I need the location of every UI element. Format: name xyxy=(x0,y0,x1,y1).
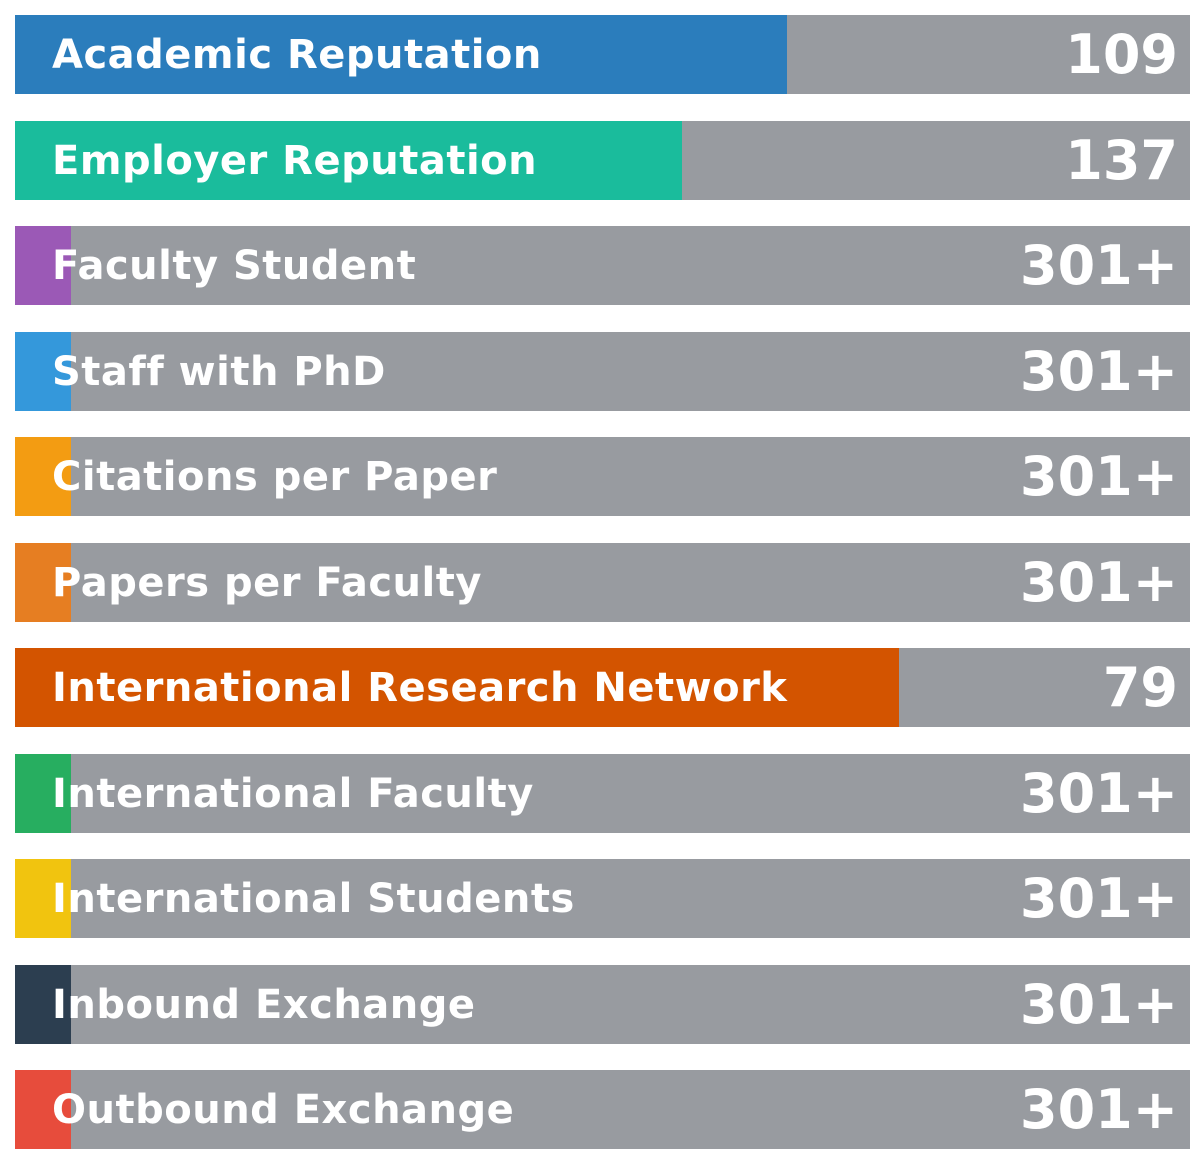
bar-label: Inbound Exchange xyxy=(52,981,476,1028)
bar-fill xyxy=(15,648,899,727)
bar-row: Staff with PhD 301+ xyxy=(15,332,1190,411)
bar-value: 301+ xyxy=(1020,340,1178,403)
bar-label: Outbound Exchange xyxy=(52,1086,515,1133)
bar-value: 301+ xyxy=(1020,234,1178,297)
bar-fill xyxy=(15,226,71,305)
bar-value: 137 xyxy=(1065,129,1178,192)
bar-label: Citations per Paper xyxy=(52,453,498,500)
bar-value: 301+ xyxy=(1020,762,1178,825)
bar-fill xyxy=(15,754,71,833)
bar-row: International Students 301+ xyxy=(15,859,1190,938)
bar-label: Papers per Faculty xyxy=(52,559,482,606)
bar-fill xyxy=(15,1070,71,1149)
bar-fill xyxy=(15,543,71,622)
bar-row: Citations per Paper 301+ xyxy=(15,437,1190,516)
bar-row: International Faculty 301+ xyxy=(15,754,1190,833)
bar-label: Employer Reputation xyxy=(52,137,538,184)
bar-label: International Faculty xyxy=(52,770,534,817)
bar-label: Faculty Student xyxy=(52,242,417,289)
bar-fill xyxy=(15,437,71,516)
bar-fill xyxy=(15,859,71,938)
bar-row: Academic Reputation 109 xyxy=(15,15,1190,94)
bar-value: 301+ xyxy=(1020,973,1178,1036)
bar-value: 109 xyxy=(1065,23,1178,86)
bar-fill xyxy=(15,15,787,94)
bar-row: Papers per Faculty 301+ xyxy=(15,543,1190,622)
bar-value: 301+ xyxy=(1020,551,1178,614)
bar-row: Employer Reputation 137 xyxy=(15,121,1190,200)
bar-row: Inbound Exchange 301+ xyxy=(15,965,1190,1044)
bar-value: 301+ xyxy=(1020,867,1178,930)
bar-label: Academic Reputation xyxy=(52,31,542,78)
bar-label: International Research Network xyxy=(52,664,788,711)
bar-row: Faculty Student 301+ xyxy=(15,226,1190,305)
bar-value: 79 xyxy=(1102,656,1178,719)
bar-value: 301+ xyxy=(1020,1078,1178,1141)
bar-fill xyxy=(15,332,71,411)
bar-label: Staff with PhD xyxy=(52,348,386,395)
bar-fill xyxy=(15,121,682,200)
bar-value: 301+ xyxy=(1020,445,1178,508)
bar-row: Outbound Exchange 301+ xyxy=(15,1070,1190,1149)
bar-label: International Students xyxy=(52,875,575,922)
bar-fill xyxy=(15,965,71,1044)
bar-row: International Research Network 79 xyxy=(15,648,1190,727)
